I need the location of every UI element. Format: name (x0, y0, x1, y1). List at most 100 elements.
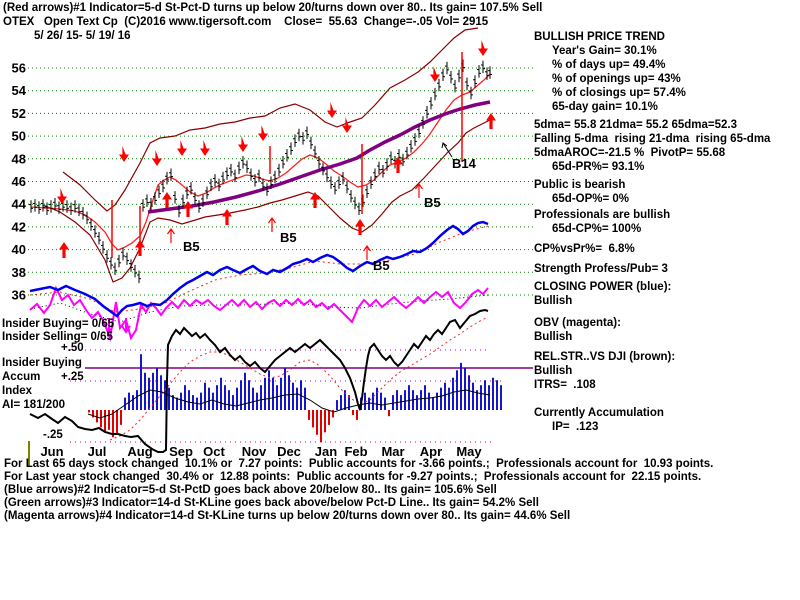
sell-arrow-icon (200, 140, 210, 156)
svg-text:Mar: Mar (381, 444, 404, 459)
svg-text:54: 54 (12, 83, 27, 98)
sell-arrow-icon (430, 66, 440, 82)
svg-text:B5: B5 (424, 195, 441, 210)
buy-arrow-icon (355, 219, 365, 235)
professionals-status: Professionals are bullish (534, 209, 671, 221)
years-gain: Year's Gain= 30.1% (552, 45, 657, 57)
cp-vs-pr: CP%vsPr%= 6.8% (534, 243, 635, 255)
openings-up: % of openings up= 43% (552, 73, 681, 85)
footer-65d-summary: For Last 65 days stock changed 10.1% or … (4, 458, 714, 470)
series-rel-strength-dji (29, 308, 489, 453)
closings-up: % of closings up= 57.4% (552, 87, 686, 99)
buy-arrow-icon (59, 242, 69, 258)
indicator1-legend: (Red arrows)#1 Indicator=5-d St-Pct-D tu… (3, 2, 543, 14)
chart-annotations: B5 B5 B5 B5 B14 (183, 142, 477, 273)
sell-arrow-icon (258, 125, 268, 141)
indicator3-legend: (Green arrows)#3 Indicator=14-d St-KLine… (4, 497, 539, 509)
svg-text:May: May (456, 444, 482, 459)
svg-text:Jul: Jul (88, 444, 107, 459)
buy-arrow-icon (162, 192, 172, 208)
ai-value: AI= 181/200 (2, 399, 65, 411)
svg-text:B5: B5 (183, 239, 200, 254)
buy-arrow-icon (486, 113, 496, 129)
series-ai-average (87, 389, 491, 419)
series-obv (29, 285, 489, 342)
accum-label: Accum (2, 371, 41, 383)
index-label: Index (2, 385, 33, 397)
closing-power-title: CLOSING POWER (blue): (534, 281, 672, 293)
buy-arrow-icon (183, 201, 193, 217)
accumulation-histogram (88, 354, 502, 443)
svg-text:Sep: Sep (169, 444, 193, 459)
series-upper-band (62, 27, 479, 212)
svg-text:42: 42 (12, 219, 26, 234)
svg-text:38: 38 (12, 265, 26, 280)
dma-values: 5dma= 55.8 21dma= 55.2 65dma=52.3 (534, 119, 737, 131)
svg-text:Feb: Feb (344, 444, 367, 459)
signal-arrows (57, 40, 496, 334)
magenta-sell-arrow-icon (121, 318, 131, 334)
svg-text:44: 44 (12, 197, 27, 212)
pr-65d: 65d-PR%= 93.1% (552, 161, 645, 173)
trend-title: BULLISH PRICE TREND (534, 31, 665, 43)
series-closing-power (29, 220, 489, 318)
thin-buy-arrow-icon (363, 244, 371, 260)
sell-arrow-icon (152, 150, 162, 166)
thin-buy-arrow-icon (167, 227, 175, 243)
series-rs-average (109, 316, 489, 441)
public-status: Public is bearish (534, 179, 626, 191)
svg-text:52: 52 (12, 106, 26, 121)
insider-buying-label: Insider Buying (2, 357, 82, 369)
reference-lines (28, 349, 533, 466)
svg-text:48: 48 (12, 151, 26, 166)
month-axis: Jun Jul Aug Sep Oct Nov Dec Jan Feb Mar Apr May (40, 444, 482, 459)
svg-text:Apr: Apr (420, 444, 442, 459)
series-lower-band (42, 119, 491, 283)
thin-buy-arrow-icon (268, 216, 276, 232)
svg-text:50: 50 (12, 129, 26, 144)
obv-title: OBV (magenta): (534, 317, 621, 329)
sell-arrow-icon (119, 146, 129, 162)
price-bars (29, 59, 492, 284)
closing-power-status: Bullish (534, 295, 573, 307)
insider-buying-count: Insider Buying= 0/65 (2, 318, 115, 330)
itrs-value: ITRS= .108 (534, 379, 596, 391)
svg-text:40: 40 (12, 242, 26, 257)
indicator2-legend: (Blue arrows)#2 Indicator=5-d St-PctD go… (4, 484, 497, 496)
buy-arrow-icon (310, 192, 320, 208)
svg-text:B5: B5 (373, 258, 390, 273)
svg-text:B14: B14 (452, 156, 477, 171)
cp-65d: 65d-CP%= 100% (552, 223, 642, 235)
sell-arrow-icon (478, 40, 488, 56)
days-up: % of days up= 49.4% (552, 59, 666, 71)
plus-25-label: +.25 (61, 371, 84, 383)
svg-text:Jan: Jan (315, 444, 337, 459)
sell-arrow-icon (57, 188, 67, 204)
magenta-sell-arrow-icon (104, 318, 114, 334)
plus-50-label: +.50 (61, 342, 84, 354)
series-ma-65 (147, 100, 491, 214)
svg-text:Oct: Oct (203, 444, 225, 459)
buy-arrow-icon (222, 209, 232, 225)
svg-text:Aug: Aug (127, 444, 152, 459)
dma-trend: Falling 5-dma rising 21-dma rising 65-dm… (534, 133, 771, 145)
accumulation-status: Currently Accumulation (534, 407, 664, 419)
buy-arrow-icon (135, 240, 145, 256)
buy-arrow-icon (393, 157, 403, 173)
insider-selling-count: Insider Selling= 0/65 (2, 331, 113, 343)
footer-year-summary: For Last year stock changed 30.4% or 12.… (4, 471, 702, 483)
svg-text:Dec: Dec (277, 444, 301, 459)
date-range: 5/ 26/ 15- 5/ 19/ 16 (34, 30, 131, 42)
price-gridlines: 56 54 52 50 48 46 44 42 40 38 36 (12, 61, 533, 303)
minus-25-label: -.25 (43, 429, 63, 441)
ip-value: IP= .123 (552, 421, 599, 433)
sell-arrow-icon (342, 117, 352, 133)
thin-buy-arrow-icon (415, 182, 423, 198)
svg-text:Nov: Nov (242, 444, 267, 459)
sell-arrow-icon (327, 102, 337, 118)
gain-65d: 65-day gain= 10.1% (552, 101, 658, 113)
svg-text:36: 36 (12, 288, 26, 303)
svg-text:Jun: Jun (40, 444, 63, 459)
